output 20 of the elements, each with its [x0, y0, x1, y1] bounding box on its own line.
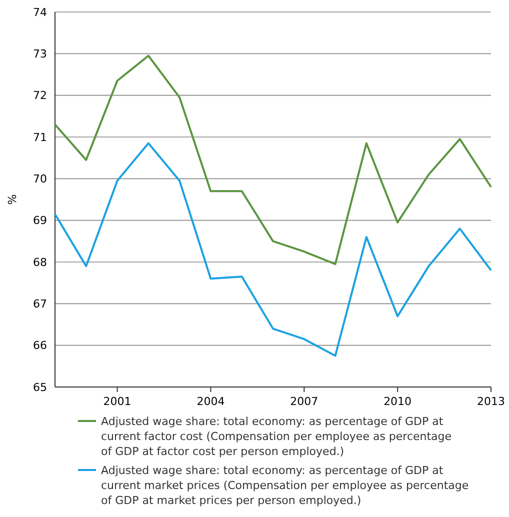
y-tick-label: 70 — [33, 172, 47, 186]
line-series — [54, 54, 492, 266]
legend-label: Adjusted wage share: total economy: as percentage of GDP at current market prices (Compensation per employee as percentage of GDP at market prices per person employed.) — [101, 464, 469, 507]
y-tick-label: 73 — [33, 48, 47, 61]
y-tick-label: 72 — [33, 89, 47, 102]
y-tick-label: 69 — [33, 214, 47, 228]
x-tick-label: 2010 — [384, 395, 412, 408]
line-series — [54, 142, 492, 357]
y-tick-label: 66 — [33, 339, 47, 352]
x-tick-label: 2001 — [103, 395, 132, 408]
x-tick-label: 2007 — [290, 395, 318, 408]
y-tick-label: 67 — [33, 298, 47, 311]
x-tick-label: 2013 — [477, 395, 505, 408]
x-tick-label: 2004 — [196, 395, 225, 408]
y-tick-label: 71 — [33, 130, 47, 144]
legend-label: Adjusted wage share: total economy: as percentage of GDP at current factor cost (Compensation per employee as percentage of GDP at factor cost per person employed.) — [101, 415, 452, 458]
y-tick-label: 74 — [33, 6, 47, 19]
y-tick-label: 68 — [33, 256, 47, 269]
y-axis-title: % — [6, 194, 19, 205]
y-tick-label: 65 — [33, 380, 47, 394]
